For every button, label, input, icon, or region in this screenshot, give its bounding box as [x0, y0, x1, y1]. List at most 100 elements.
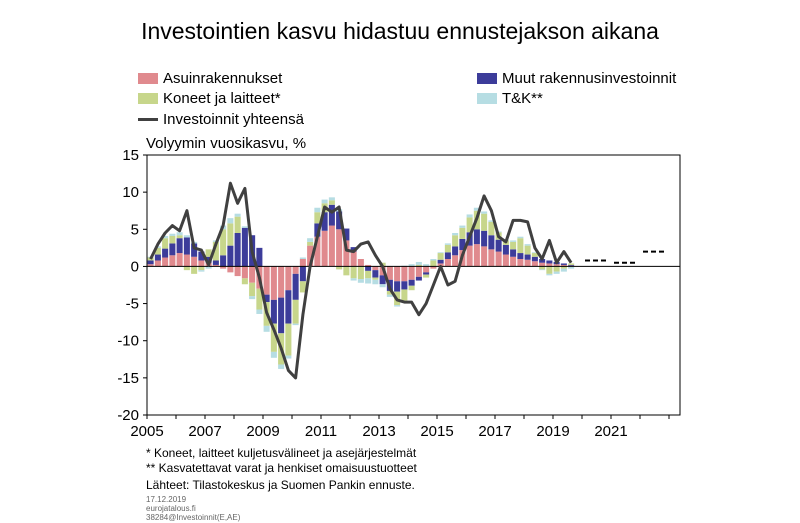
y-tick-label: -15	[117, 370, 139, 387]
bar-muut-rakennusinvestoinnit	[444, 252, 451, 259]
bar-asuinrakennukset	[314, 236, 321, 267]
bar-t-k	[524, 244, 531, 246]
bar-asuinrakennukset	[357, 259, 364, 267]
legend-label: Investoinnit yhteensä	[163, 111, 304, 128]
bar-koneet-ja-laitteet	[415, 264, 422, 267]
bar-t-k	[285, 355, 292, 359]
bar-muut-rakennusinvestoinnit	[336, 211, 343, 230]
bar-asuinrakennukset	[510, 256, 517, 267]
bar-koneet-ja-laitteet	[430, 260, 437, 267]
bar-asuinrakennukset	[183, 254, 190, 267]
bar-koneet-ja-laitteet	[510, 241, 517, 250]
bar-t-k	[278, 364, 285, 369]
bar-muut-rakennusinvestoinnit	[568, 264, 575, 266]
bar-t-k	[452, 233, 459, 236]
bar-muut-rakennusinvestoinnit	[415, 276, 422, 281]
bar-asuinrakennukset	[430, 266, 437, 269]
bar-koneet-ja-laitteet	[183, 266, 190, 271]
bar-muut-rakennusinvestoinnit	[234, 233, 241, 267]
bar-muut-rakennusinvestoinnit	[510, 249, 517, 257]
y-tick-label: 15	[122, 147, 139, 164]
bar-koneet-ja-laitteet	[292, 299, 299, 324]
bar-koneet-ja-laitteet	[336, 266, 343, 270]
bar-muut-rakennusinvestoinnit	[401, 281, 408, 290]
bar-koneet-ja-laitteet	[169, 235, 176, 244]
bar-t-k	[292, 323, 299, 326]
bar-t-k	[263, 325, 270, 332]
bar-asuinrakennukset	[560, 264, 567, 267]
bar-t-k	[459, 225, 466, 228]
bar-muut-rakennusinvestoinnit	[379, 275, 386, 285]
bar-muut-rakennusinvestoinnit	[531, 256, 538, 262]
y-tick-label: 5	[131, 221, 139, 238]
bar-asuinrakennukset	[372, 266, 379, 271]
bar-asuinrakennukset	[350, 251, 357, 267]
legend-label: Muut rakennusinvestoinnit	[502, 70, 677, 87]
bar-muut-rakennusinvestoinnit	[459, 238, 466, 251]
bar-t-k	[198, 270, 205, 272]
bar-muut-rakennusinvestoinnit	[263, 294, 270, 303]
bar-koneet-ja-laitteet	[314, 212, 321, 224]
bar-koneet-ja-laitteet	[560, 266, 567, 269]
bar-koneet-ja-laitteet	[553, 266, 560, 272]
bar-asuinrakennukset	[227, 266, 234, 273]
bar-t-k	[176, 232, 183, 236]
bar-t-k	[307, 238, 314, 242]
bar-koneet-ja-laitteet	[517, 238, 524, 254]
bar-asuinrakennukset	[466, 245, 473, 267]
footnote-koneet: * Koneet, laitteet kuljetusvälineet ja a…	[146, 446, 417, 460]
bar-t-k	[205, 266, 212, 269]
y-tick-label: 0	[131, 258, 139, 275]
bar-asuinrakennukset	[307, 245, 314, 267]
bar-muut-rakennusinvestoinnit	[394, 281, 401, 292]
footer-date: 17.12.2019	[146, 495, 187, 504]
bar-muut-rakennusinvestoinnit	[524, 254, 531, 260]
legend-item-asuinrakennukset: Asuinrakennukset	[138, 70, 282, 87]
total-investment-line	[149, 181, 573, 380]
legend-swatch	[138, 93, 158, 104]
bar-koneet-ja-laitteet	[307, 241, 314, 246]
bar-koneet-ja-laitteet	[357, 266, 364, 280]
bar-muut-rakennusinvestoinnit	[227, 245, 234, 267]
bar-muut-rakennusinvestoinnit	[270, 299, 277, 324]
bar-muut-rakennusinvestoinnit	[256, 247, 263, 267]
bar-koneet-ja-laitteet	[249, 282, 256, 297]
bar-asuinrakennukset	[452, 255, 459, 267]
bar-koneet-ja-laitteet	[285, 323, 292, 356]
legend-label: T&K**	[502, 90, 543, 107]
x-tick-label: 2017	[478, 423, 511, 440]
bar-asuinrakennukset	[481, 246, 488, 267]
bar-koneet-ja-laitteet	[234, 216, 241, 233]
bar-muut-rakennusinvestoinnit	[423, 272, 430, 275]
bar-muut-rakennusinvestoinnit	[162, 248, 169, 258]
bar-t-k	[553, 271, 560, 274]
x-tick-label: 2019	[536, 423, 569, 440]
bar-t-k	[365, 278, 372, 284]
bar-koneet-ja-laitteet	[408, 285, 415, 291]
bar-koneet-ja-laitteet	[343, 266, 350, 276]
bar-muut-rakennusinvestoinnit	[408, 279, 415, 286]
bar-t-k	[473, 207, 480, 211]
bar-asuinrakennukset	[263, 266, 270, 295]
bar-muut-rakennusinvestoinnit	[176, 238, 183, 254]
bar-t-k	[234, 213, 241, 217]
bar-muut-rakennusinvestoinnit	[495, 239, 502, 252]
bar-muut-rakennusinvestoinnit	[502, 244, 509, 255]
footer-code: 38284@Investoinnit(E,AE)	[146, 513, 241, 522]
bar-asuinrakennukset	[488, 249, 495, 267]
bar-t-k	[408, 264, 415, 267]
legend-swatch	[477, 93, 497, 104]
bar-koneet-ja-laitteet	[568, 263, 575, 265]
bar-muut-rakennusinvestoinnit	[560, 263, 567, 265]
bar-asuinrakennukset	[365, 264, 372, 267]
bar-koneet-ja-laitteet	[423, 274, 430, 278]
bar-asuinrakennukset	[423, 266, 430, 273]
bar-koneet-ja-laitteet	[162, 238, 169, 249]
bar-asuinrakennukset	[394, 266, 401, 282]
bar-t-k	[546, 273, 553, 276]
bar-asuinrakennukset	[343, 240, 350, 267]
x-tick-label: 2009	[246, 423, 279, 440]
bar-muut-rakennusinvestoinnit	[169, 243, 176, 256]
bar-asuinrakennukset	[162, 257, 169, 267]
